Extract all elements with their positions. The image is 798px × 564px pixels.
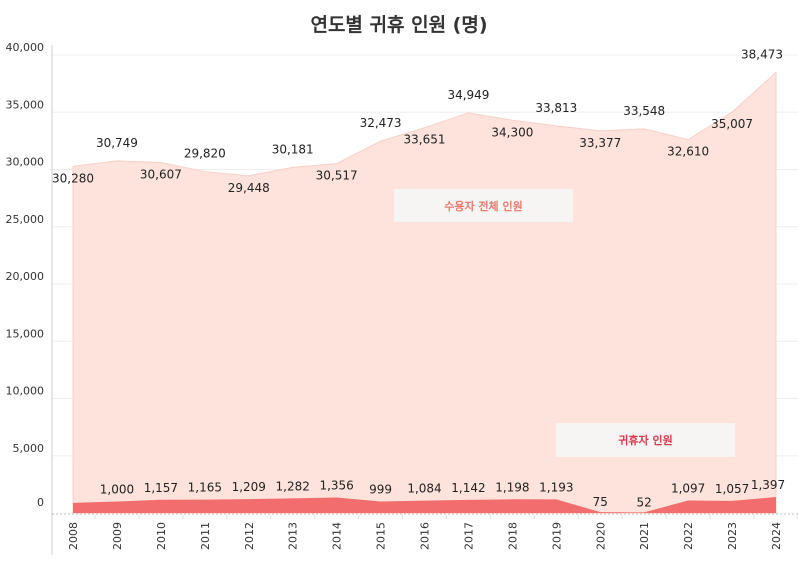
data-label-returnees: 1,165 [188, 481, 222, 495]
data-label-returnees: 1,198 [495, 480, 529, 494]
data-label-total: 32,610 [667, 145, 709, 159]
x-tick-label: 2017 [462, 522, 475, 550]
data-label-returnees: 1,057 [715, 482, 749, 496]
data-label-total: 29,448 [228, 181, 270, 195]
x-tick-label: 2013 [287, 522, 300, 550]
x-tick-label: 2023 [726, 522, 739, 550]
legend-total-label: 수용자 전체 인원 [444, 199, 523, 213]
y-tick-label: 20,000 [6, 270, 45, 283]
y-tick-label: 40,000 [6, 41, 45, 54]
data-label-total: 38,473 [741, 47, 783, 61]
data-label-total: 30,749 [96, 136, 138, 150]
data-label-returnees: 1,209 [232, 480, 266, 494]
data-label-total: 29,820 [184, 147, 226, 161]
data-label-returnees: 1,084 [407, 482, 441, 496]
x-tick-label: 2022 [682, 522, 695, 550]
data-label-total: 32,473 [360, 116, 402, 130]
x-tick-label: 2009 [111, 522, 124, 550]
data-label-returnees: 1,356 [319, 478, 353, 492]
x-tick-label: 2012 [243, 522, 256, 550]
x-tick-label: 2016 [419, 522, 432, 550]
y-tick-label: 25,000 [6, 213, 45, 226]
x-tick-label: 2018 [506, 522, 519, 550]
data-label-total: 34,300 [491, 125, 533, 139]
y-tick-label: 0 [37, 496, 44, 509]
chart-title: 연도별 귀휴 인원 (명) [310, 14, 488, 36]
data-label-total: 30,280 [52, 171, 94, 185]
x-tick-label: 2014 [331, 522, 344, 550]
data-label-returnees: 1,193 [539, 480, 573, 494]
x-tick-label: 2015 [375, 522, 388, 550]
data-label-returnees: 1,097 [671, 481, 705, 495]
data-label-total: 30,607 [140, 168, 182, 182]
y-tick-label: 10,000 [6, 385, 45, 398]
x-tick-label: 2011 [199, 522, 212, 550]
data-label-total: 33,651 [404, 133, 446, 147]
x-tick-label: 2008 [67, 522, 80, 550]
data-label-returnees: 1,282 [276, 479, 310, 493]
data-label-total: 30,517 [316, 169, 358, 183]
data-label-returnees: 1,000 [100, 483, 134, 497]
data-label-returnees: 1,142 [451, 481, 485, 495]
data-label-total: 30,181 [272, 142, 314, 156]
data-label-returnees: 999 [369, 483, 392, 497]
data-label-returnees: 1,397 [751, 478, 785, 492]
data-label-total: 33,377 [579, 136, 621, 150]
data-label-total: 33,548 [623, 104, 665, 118]
y-tick-label: 15,000 [6, 327, 45, 340]
x-tick-label: 2020 [594, 522, 607, 550]
x-tick-label: 2019 [550, 522, 563, 550]
x-tick-label: 2021 [638, 522, 651, 550]
x-tick-label: 2024 [770, 522, 783, 550]
data-label-total: 34,949 [447, 88, 489, 102]
legend-returnees: 귀휴자 인원 [556, 423, 735, 457]
data-label-returnees: 75 [593, 495, 608, 509]
data-label-total: 35,007 [711, 117, 753, 131]
x-tick-label: 2010 [155, 522, 168, 550]
y-tick-label: 35,000 [6, 98, 45, 111]
y-tick-label: 5,000 [13, 442, 45, 455]
area-total [72, 71, 777, 514]
legend-returnees-label: 귀휴자 인원 [618, 434, 673, 447]
y-tick-label: 30,000 [6, 156, 45, 169]
legend-total: 수용자 전체 인원 [394, 189, 573, 222]
data-label-total: 33,813 [535, 101, 577, 115]
area-returnees [73, 497, 776, 513]
data-label-returnees: 1,157 [144, 481, 178, 495]
data-label-returnees: 52 [637, 495, 652, 509]
